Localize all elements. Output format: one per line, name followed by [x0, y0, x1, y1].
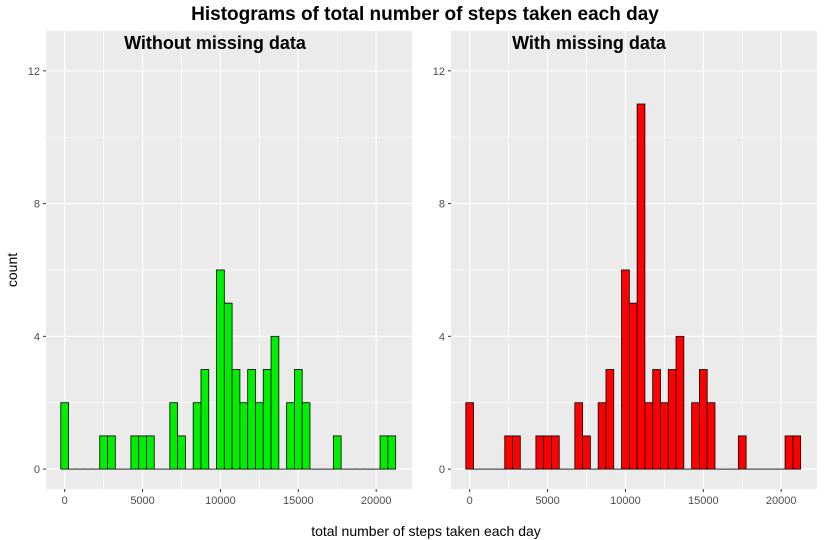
histogram-bar [652, 369, 661, 470]
panel-with-missing-data: 0 5000 10000 15000 20000 0 4 8 12 With missing d… [433, 31, 817, 507]
y-tick-label: 4 [439, 331, 445, 343]
histogram-bar [535, 435, 545, 470]
histogram-bar [628, 302, 638, 470]
x-tick-label: 10000 [610, 495, 641, 507]
histogram-bar [270, 335, 280, 470]
y-tick-label: 0 [439, 464, 445, 476]
histogram-bar [504, 435, 513, 470]
histogram-bar [675, 335, 685, 470]
bars [60, 269, 397, 470]
histogram-bar [551, 435, 560, 470]
histogram-bar [621, 269, 630, 470]
x-axis-label: total number of steps taken each day [311, 523, 541, 539]
histogram-bar [387, 435, 397, 470]
histogram-bar [99, 435, 108, 470]
histogram-bar [286, 402, 295, 470]
figure-title: Histograms of total number of steps take… [191, 4, 659, 25]
histogram-bar [301, 402, 311, 470]
y-tick-label: 12 [28, 66, 40, 78]
histogram-bar [192, 402, 202, 470]
y-tick-label: 4 [34, 331, 40, 343]
histogram-bar [60, 402, 69, 470]
histogram-bar [660, 402, 669, 470]
histogram-bar [200, 369, 210, 470]
histogram-bar [691, 402, 700, 470]
bars [465, 103, 802, 470]
histogram-bar [737, 435, 747, 470]
histogram-bar [169, 402, 179, 470]
panel-without-missing-data: 0 5000 10000 15000 20000 0 4 8 12 Without missin… [28, 31, 412, 507]
histogram-bar [512, 435, 521, 470]
x-tick-label: 20000 [361, 495, 392, 507]
x-tick-label: 5000 [535, 495, 559, 507]
y-tick-label: 0 [34, 464, 40, 476]
histogram-bar [294, 369, 303, 470]
y-axis-label: count [4, 253, 20, 287]
x-tick-label: 0 [467, 495, 473, 507]
panel-title: With missing data [512, 33, 667, 53]
histogram-bar [138, 435, 147, 470]
histogram-bar [216, 269, 225, 470]
histogram-bar [784, 435, 794, 470]
histogram-bar [636, 103, 646, 470]
histogram-bar [574, 402, 584, 470]
histogram-bar [644, 402, 654, 470]
y-tick-label: 12 [433, 66, 445, 78]
histogram-bar [107, 435, 116, 470]
x-tick-label: 0 [62, 495, 68, 507]
histogram-bar [543, 435, 552, 470]
x-tick-label: 15000 [283, 495, 314, 507]
y-tick-label: 8 [439, 199, 445, 211]
x-tick-label: 20000 [766, 495, 797, 507]
axis-ticks: 0 5000 10000 15000 20000 0 4 8 12 [28, 66, 392, 507]
histogram-bar [262, 369, 272, 470]
histogram-bar [699, 369, 708, 470]
histogram-bar [231, 369, 241, 470]
histogram-bar [332, 435, 342, 470]
histogram-bar [146, 435, 155, 470]
x-tick-label: 5000 [130, 495, 154, 507]
histogram-bar [247, 369, 256, 470]
histogram-bar [792, 435, 802, 470]
histogram-bar [465, 402, 474, 470]
histogram-bar [667, 369, 677, 470]
axis-ticks: 0 5000 10000 15000 20000 0 4 8 12 [433, 66, 797, 507]
x-tick-label: 15000 [688, 495, 719, 507]
histogram-bar [255, 402, 264, 470]
y-tick-label: 8 [34, 199, 40, 211]
histogram-bar [605, 369, 615, 470]
histogram-bar [582, 435, 591, 470]
histogram-bar [597, 402, 607, 470]
histogram-bar [379, 435, 389, 470]
x-tick-label: 10000 [205, 495, 236, 507]
panel-title: Without missing data [124, 33, 307, 53]
histogram-bar [130, 435, 140, 470]
histogram-bar [223, 302, 233, 470]
histogram-bar [177, 435, 186, 470]
histogram-bar [239, 402, 249, 470]
histogram-bar [706, 402, 716, 470]
minor-grid [451, 31, 817, 489]
